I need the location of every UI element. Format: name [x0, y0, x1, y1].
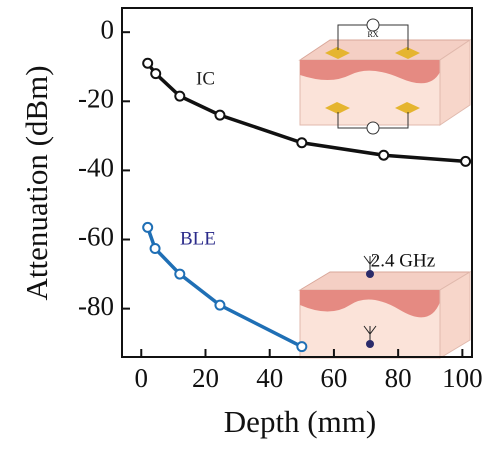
- point: [378, 149, 390, 161]
- point: [296, 137, 308, 149]
- point: [149, 242, 161, 254]
- plot-frame: [121, 7, 473, 358]
- x-tick-label: 60: [320, 363, 347, 393]
- x-tick-label: 40: [256, 363, 283, 393]
- x-axis-label: Depth (mm): [224, 404, 376, 439]
- point: [142, 221, 154, 233]
- y-tick-label: 0: [101, 14, 115, 44]
- y-tick-label: -20: [78, 84, 114, 114]
- x-tick-label: 100: [442, 363, 483, 393]
- y-tick-label: -60: [78, 222, 114, 252]
- annotation: RX: [367, 30, 378, 39]
- point: [460, 155, 472, 167]
- point: [150, 68, 162, 80]
- x-tick-label: 80: [385, 363, 412, 393]
- annotation: 2.4 GHz: [371, 250, 435, 271]
- point: [142, 57, 154, 69]
- point: [174, 268, 186, 280]
- y-tick-label: -40: [78, 153, 114, 183]
- ble-illustration: [298, 255, 472, 359]
- point: [214, 299, 226, 311]
- ic-illustration: [298, 18, 472, 135]
- point: [214, 109, 226, 121]
- y-tick-label: -80: [78, 291, 114, 321]
- y-axis-label: Attenuation (dBm): [19, 65, 54, 300]
- point: [296, 341, 308, 353]
- x-tick-label: 0: [135, 363, 149, 393]
- point: [174, 90, 186, 102]
- x-tick-label: 20: [192, 363, 219, 393]
- series-line: [146, 226, 303, 349]
- series-label: IC: [196, 68, 215, 89]
- series-label: BLE: [180, 228, 216, 249]
